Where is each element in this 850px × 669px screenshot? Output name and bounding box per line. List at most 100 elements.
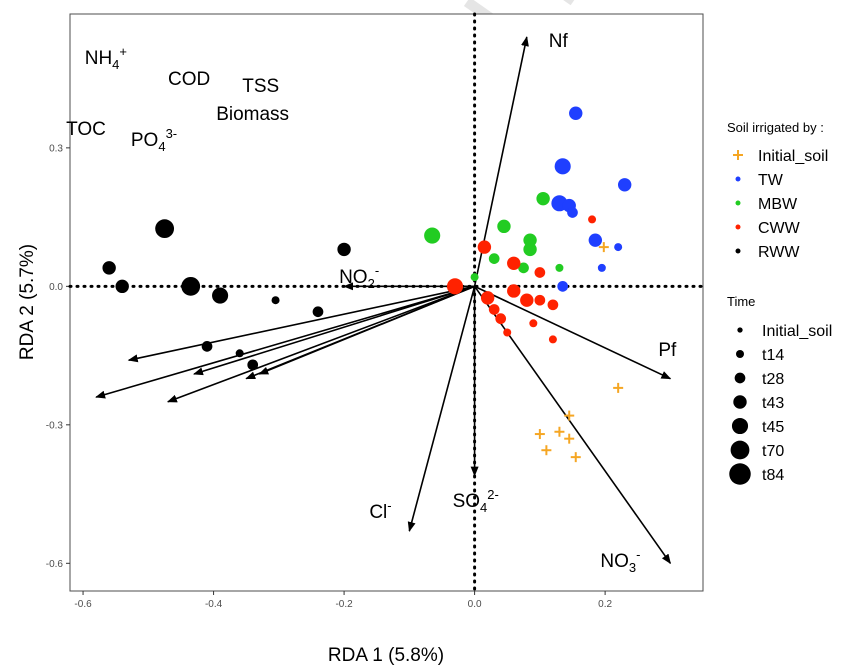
vector-arrow-po43 (166, 285, 475, 403)
point-tw (567, 207, 578, 218)
point-mbw (488, 253, 500, 264)
point-mbw (497, 219, 511, 234)
legend-size-key-t45 (731, 417, 749, 435)
vector-arrow-cl (407, 286, 476, 532)
legend-key-tw (735, 176, 741, 182)
vector-arrow-tss (258, 285, 475, 375)
biplot-vectors (95, 36, 672, 565)
point-cww (488, 304, 500, 315)
legend: Soil irrigated by : Initial_soil TW MBW CWW R… (727, 120, 832, 485)
vector-label-so42: SO42- (453, 487, 499, 515)
point-rww (102, 261, 116, 275)
vector-label-tss: TSS (242, 76, 279, 97)
legend-label-mbw: MBW (758, 196, 798, 213)
point-rww (115, 279, 129, 294)
point-rww (312, 306, 324, 318)
x-tick-label: -0.2 (335, 599, 353, 610)
point-rww (247, 359, 259, 371)
point-cww (520, 293, 534, 307)
y-tick-label: 0.3 (49, 143, 63, 154)
vector-label-biomass: Biomass (216, 104, 289, 125)
point-mbw (536, 191, 550, 206)
point-tw (557, 280, 569, 292)
point-cww (507, 284, 521, 298)
x-tick-label: -0.6 (74, 599, 92, 610)
point-cww (588, 215, 597, 224)
point-rww (155, 219, 175, 239)
legend-key-cww (735, 224, 741, 230)
legend-size-key-initial_soil (737, 327, 743, 333)
point-cww (495, 313, 507, 325)
x-tick-label: -0.4 (205, 599, 223, 610)
vector-arrow-nh4 (127, 285, 475, 363)
vector-label-no3: NO3- (600, 547, 640, 575)
vector-label-toc: TOC (66, 119, 106, 140)
point-cww (507, 256, 521, 270)
vector-label-pf: Pf (658, 340, 677, 361)
point-cww (547, 299, 559, 311)
point-initial-soil (541, 445, 552, 456)
legend-title-group: Soil irrigated by : (727, 120, 824, 135)
point-initial-soil (564, 410, 575, 421)
point-initial-soil (613, 382, 624, 393)
legend-size-label-initial_soil: Initial_soil (762, 323, 832, 340)
legend-size-label-t45: t45 (762, 419, 784, 436)
point-tw (597, 263, 606, 272)
point-tw (588, 233, 603, 247)
vector-label-po43: PO43- (131, 126, 177, 154)
legend-size-key-t43 (733, 395, 747, 409)
point-mbw (518, 262, 529, 274)
vector-label-nf: Nf (549, 31, 569, 52)
vector-arrow-pf (474, 285, 672, 380)
point-initial-soil (564, 433, 575, 444)
point-tw (569, 106, 583, 120)
axis-ticks: -0.6 -0.4 -0.2 0.0 0.2 -0.6 -0.3 0.0 0.3 (46, 143, 613, 610)
vector-label-no2: NO2- (339, 263, 379, 291)
point-rww (212, 287, 229, 304)
x-tick-label: 0.2 (598, 599, 612, 610)
point-rww (201, 341, 213, 352)
point-tw (614, 243, 623, 252)
point-rww (181, 276, 201, 296)
vector-arrow-cod (193, 285, 475, 376)
point-cww (548, 335, 557, 344)
x-tick-label: 0.0 (468, 599, 482, 610)
point-mbw (555, 263, 564, 272)
legend-label-cww: CWW (758, 220, 801, 237)
point-cww (446, 278, 464, 295)
point-initial-soil (534, 429, 545, 440)
legend-size-key-t14 (736, 350, 744, 358)
point-mbw (523, 242, 537, 257)
legend-title-time: Time (727, 294, 755, 309)
point-rww (235, 349, 244, 358)
point-cww (529, 319, 538, 328)
point-tw (617, 178, 632, 192)
vector-labels: Nf NO2- NH4+ COD TOC PO43- Biomass TSS Cl- SO42- N… (66, 31, 677, 575)
vector-label-nh4: NH4+ (85, 44, 127, 72)
point-mbw (470, 273, 479, 282)
y-tick-label: 0.0 (49, 282, 63, 293)
vector-label-cl: Cl- (369, 498, 391, 523)
legend-key-rww (735, 248, 741, 254)
y-axis-title: RDA 2 (5.7%) (17, 244, 38, 360)
point-cww (503, 328, 512, 337)
legend-label-initial_soil: Initial_soil (758, 148, 828, 165)
point-cww (477, 240, 492, 254)
plot-panel (69, 13, 704, 592)
point-mbw (523, 233, 537, 247)
point-cww (480, 291, 495, 305)
legend-size-label-t28: t28 (762, 371, 784, 388)
y-tick-label: -0.3 (46, 420, 64, 431)
legend-size-key-t28 (734, 372, 746, 384)
legend-size-label-t70: t70 (762, 443, 784, 460)
vector-label-cod: COD (168, 69, 210, 90)
point-initial-soil (598, 242, 609, 253)
point-rww (337, 242, 351, 257)
point-initial-soil (570, 452, 581, 463)
sample-points (102, 106, 632, 463)
point-tw (554, 158, 571, 175)
point-initial-soil (554, 426, 565, 437)
point-rww (271, 296, 280, 305)
legend-label-tw: TW (758, 172, 784, 189)
